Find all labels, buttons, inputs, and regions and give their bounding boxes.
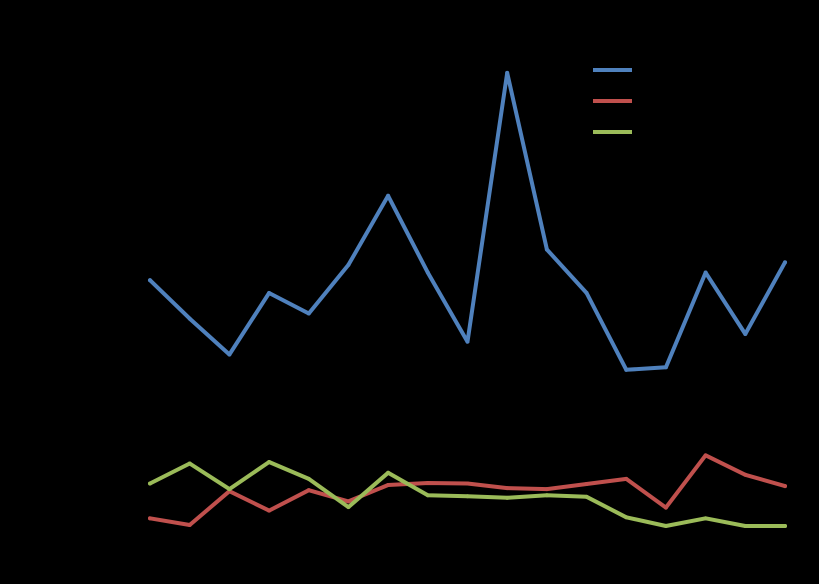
axes [124, 13, 806, 532]
data-point [425, 493, 430, 498]
data-point [187, 522, 192, 527]
data-point [783, 260, 787, 265]
data-point [425, 270, 430, 275]
data-point [148, 481, 152, 486]
data-point [624, 476, 629, 481]
data-point [465, 494, 470, 499]
data-point [743, 472, 748, 477]
data-point [306, 488, 311, 493]
data-point [743, 332, 748, 336]
data-point [663, 505, 668, 510]
data-point [663, 524, 668, 528]
data-point [148, 278, 152, 283]
data-point [663, 365, 668, 370]
data-point [465, 339, 470, 344]
data-point [465, 481, 470, 486]
series-line-1 [148, 70, 787, 372]
data-point [386, 483, 391, 488]
data-point [505, 495, 510, 500]
data-point [227, 487, 232, 492]
data-point [783, 484, 787, 489]
data-point [227, 352, 232, 357]
series-layer [148, 70, 787, 528]
data-point [187, 316, 192, 321]
data-point [703, 270, 708, 275]
data-point [783, 524, 787, 528]
data-point [386, 470, 391, 475]
data-point [624, 367, 629, 372]
series-line-3 [148, 460, 787, 528]
data-point [267, 460, 272, 464]
data-point [267, 508, 272, 513]
data-point [624, 515, 629, 520]
legend [593, 68, 632, 134]
data-point [306, 476, 311, 481]
data-point [505, 486, 510, 491]
data-point [187, 461, 192, 466]
data-point [346, 505, 351, 510]
data-point [346, 262, 351, 267]
data-point [743, 524, 748, 528]
data-point [544, 487, 549, 492]
data-point [386, 193, 391, 198]
data-point [505, 70, 510, 75]
data-point [346, 499, 351, 504]
data-point [306, 311, 311, 316]
data-point [148, 516, 152, 521]
data-point [267, 291, 272, 296]
data-point [584, 482, 589, 487]
data-point [703, 453, 708, 458]
data-point [584, 291, 589, 296]
series-line-2 [148, 453, 787, 527]
data-point [584, 494, 589, 499]
data-point [703, 516, 708, 521]
data-point [544, 247, 549, 252]
data-point [425, 480, 430, 485]
data-point [544, 493, 549, 498]
